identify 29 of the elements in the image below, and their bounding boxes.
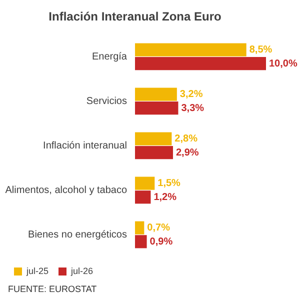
legend-label: jul-26 xyxy=(70,266,94,276)
chart-title: Inflación Interanual Zona Euro xyxy=(48,10,222,24)
bar xyxy=(135,146,173,160)
legend-label: jul-25 xyxy=(26,266,49,276)
bar xyxy=(135,235,147,248)
bar xyxy=(135,88,177,101)
source-note: FUENTE: EUROSTAT xyxy=(8,284,98,294)
bar xyxy=(135,190,151,204)
data-label: 8,5% xyxy=(249,44,272,56)
data-label: 3,3% xyxy=(181,102,204,114)
data-label: 0,7% xyxy=(147,222,170,234)
data-label: 10,0% xyxy=(269,58,298,70)
data-label: 2,9% xyxy=(176,147,199,158)
y-tick-label: Energía xyxy=(92,51,128,62)
data-label: 1,5% xyxy=(158,178,181,190)
bar xyxy=(135,57,266,70)
data-label: 3,2% xyxy=(180,89,203,100)
y-tick-label: Alimentos, alcohol y tabaco xyxy=(5,184,128,196)
bar xyxy=(135,176,155,190)
bar xyxy=(135,43,246,56)
bar xyxy=(135,132,172,146)
y-tick-label: Servicios xyxy=(86,96,127,107)
bar xyxy=(135,221,144,234)
bar xyxy=(135,102,178,115)
data-label: 2,8% xyxy=(174,134,198,145)
data-label: 1,2% xyxy=(154,192,177,203)
data-label: 0,9% xyxy=(150,236,173,248)
y-tick-label: Bienes no energéticos xyxy=(28,229,127,240)
y-tick-label: Inflación interanual xyxy=(43,140,127,152)
